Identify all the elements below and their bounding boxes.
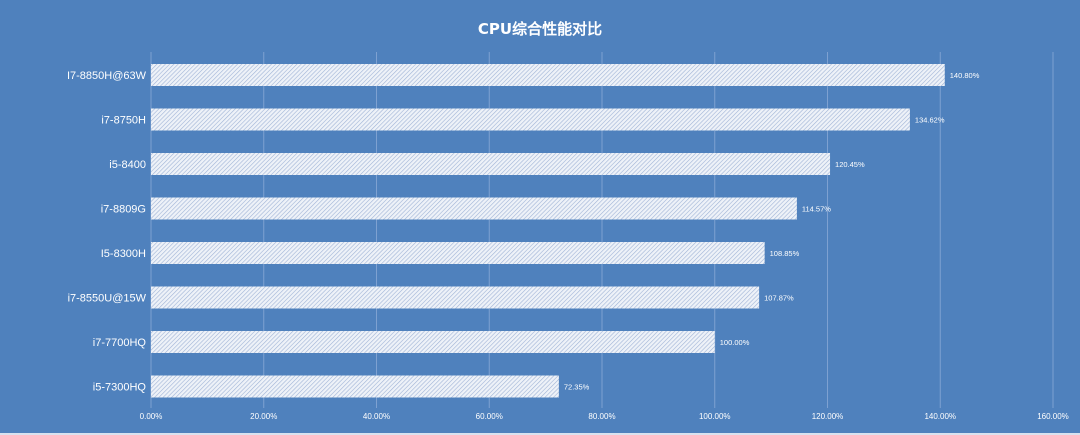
- data-label: 140.80%: [950, 71, 980, 80]
- bar: [151, 331, 715, 353]
- x-tick-label: 160.00%: [1037, 412, 1069, 421]
- bar: [151, 108, 910, 131]
- category-label: I7-8850H@63W: [67, 70, 147, 82]
- data-label: 108.85%: [770, 249, 800, 258]
- bar: [151, 375, 559, 398]
- x-tick-label: 140.00%: [924, 412, 956, 421]
- x-tick-label: 80.00%: [588, 412, 615, 421]
- bars: [151, 64, 945, 398]
- category-label: I5-8300H: [101, 248, 146, 260]
- category-label: i7-7700HQ: [93, 337, 147, 349]
- data-label: 100.00%: [720, 338, 750, 347]
- bar: [151, 153, 831, 175]
- bar: [151, 286, 760, 309]
- data-label: 72.35%: [564, 383, 590, 392]
- bar: [151, 64, 945, 86]
- grid-lines: [150, 52, 1054, 408]
- x-tick-label: 120.00%: [812, 412, 844, 421]
- labels: 0.00% 20.00% 40.00% 60.00% 80.00% 100.00% 120.…: [67, 70, 1069, 421]
- x-tick-label: 20.00%: [250, 412, 277, 421]
- chart-title: CPU综合性能对比: [477, 20, 603, 38]
- x-tick-label: 0.00%: [140, 412, 163, 421]
- category-label: i5-7300HQ: [93, 382, 147, 394]
- data-label: 107.87%: [764, 294, 794, 303]
- data-label: 120.45%: [835, 160, 865, 169]
- bar: [151, 197, 797, 220]
- category-label: i7-8809G: [101, 204, 146, 216]
- category-label: i7-8750H: [101, 115, 146, 127]
- x-tick-label: 40.00%: [363, 412, 390, 421]
- data-label: 114.57%: [802, 205, 831, 214]
- bar: [151, 242, 765, 264]
- x-tick-label: 60.00%: [476, 412, 503, 421]
- data-label: 134.62%: [915, 116, 945, 125]
- category-label: i7-8550U@15W: [68, 293, 147, 305]
- category-label: i5-8400: [109, 159, 146, 171]
- x-tick-label: 100.00%: [699, 412, 731, 421]
